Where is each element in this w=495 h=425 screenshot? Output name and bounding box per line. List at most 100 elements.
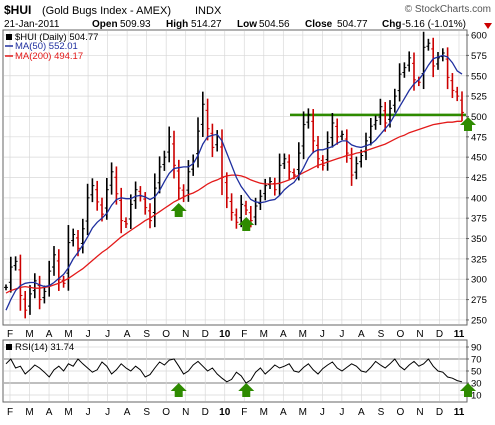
chart-title-name: (Gold Bugs Index - AMEX) bbox=[42, 5, 171, 17]
rsi-y-tick-label: 10 bbox=[471, 391, 482, 402]
green-up-arrow-icon bbox=[460, 117, 476, 131]
quote-close-value: 504.77 bbox=[337, 19, 368, 30]
price-x-tick-label: J bbox=[105, 329, 110, 340]
rsi-x-tick-label: S bbox=[378, 407, 385, 418]
quote-chg-value: -5.16 (-1.01%) bbox=[402, 19, 466, 30]
stockcharts-watermark: © StockCharts.com bbox=[405, 4, 491, 15]
ma50-line bbox=[5, 54, 463, 311]
price-y-tick-label: 325 bbox=[471, 254, 487, 265]
rsi-y-tick-label: 50 bbox=[471, 367, 482, 378]
rsi-x-tick-label: J bbox=[105, 407, 110, 418]
price-x-tick-label: M bbox=[299, 329, 307, 340]
quote-close-label: Close bbox=[305, 19, 333, 30]
price-y-tick-label: 350 bbox=[471, 234, 487, 245]
price-x-tick-label: O bbox=[162, 329, 170, 340]
legend-ma50-label: MA(50) 552.01 bbox=[15, 41, 78, 52]
price-y-tick-label: 400 bbox=[471, 193, 487, 204]
price-x-tick-label: J bbox=[86, 329, 91, 340]
chart-title-symbol: $HUI bbox=[4, 3, 31, 17]
price-y-tick-label: 500 bbox=[471, 112, 487, 123]
rsi-x-tick-label: O bbox=[397, 407, 405, 418]
rsi-x-tick-label: F bbox=[241, 407, 247, 418]
price-x-axis: F M A M J J A S O N D 10 F M A M J J A S O N D 11 bbox=[7, 329, 465, 340]
down-triangle-icon bbox=[484, 23, 492, 29]
quote-open-value: 509.93 bbox=[120, 19, 151, 30]
price-y-tick-label: 600 bbox=[471, 31, 487, 42]
rsi-x-tick-label: A bbox=[124, 407, 131, 418]
rsi-legend: RSI(14) 31.74 bbox=[15, 342, 74, 353]
legend-price-swatch bbox=[6, 34, 12, 40]
green-up-arrow-icon bbox=[170, 203, 187, 217]
ma200-line bbox=[5, 120, 462, 294]
price-x-tick-label: O bbox=[397, 329, 405, 340]
rsi-y-tick-label: 90 bbox=[471, 343, 482, 354]
rsi-x-tick-label: M bbox=[260, 407, 268, 418]
rsi-x-tick-label: J bbox=[339, 407, 344, 418]
rsi-x-tick-label: O bbox=[162, 407, 170, 418]
rsi-x-tick-label: N bbox=[416, 407, 423, 418]
green-up-arrow-icon bbox=[170, 383, 187, 397]
price-arrows bbox=[170, 117, 476, 231]
price-x-tick-label: F bbox=[7, 329, 13, 340]
quote-low-value: 504.56 bbox=[259, 19, 290, 30]
price-y-tick-label: 450 bbox=[471, 153, 487, 164]
green-up-arrow-icon bbox=[238, 217, 255, 231]
price-x-tick-label: N bbox=[416, 329, 423, 340]
rsi-x-tick-label: A bbox=[358, 407, 365, 418]
price-x-tick-label: S bbox=[143, 329, 150, 340]
price-x-tick-label: M bbox=[260, 329, 268, 340]
price-x-tick-label: A bbox=[358, 329, 365, 340]
price-x-tick-label: D bbox=[436, 329, 443, 340]
price-x-tick-label: M bbox=[64, 329, 72, 340]
rsi-x-tick-label: 10 bbox=[219, 407, 231, 418]
legend-ma200-label: MA(200) 494.17 bbox=[15, 51, 83, 62]
price-x-tick-label: J bbox=[339, 329, 344, 340]
quote-low-label: Low bbox=[237, 19, 257, 30]
price-x-tick-label: N bbox=[182, 329, 189, 340]
quote-chg-label: Chg bbox=[382, 19, 401, 30]
price-grid bbox=[4, 31, 466, 324]
rsi-y-tick-label: 70 bbox=[471, 355, 482, 366]
rsi-x-tick-label: N bbox=[182, 407, 189, 418]
rsi-x-tick-label: M bbox=[25, 407, 33, 418]
rsi-x-tick-label: F bbox=[7, 407, 13, 418]
price-y-tick-label: 275 bbox=[471, 295, 487, 306]
price-x-tick-label: A bbox=[124, 329, 131, 340]
price-x-tick-label: 11 bbox=[454, 329, 465, 340]
quote-high-label: High bbox=[166, 19, 188, 30]
price-y-tick-label: 575 bbox=[471, 51, 487, 62]
price-x-tick-label: J bbox=[320, 329, 325, 340]
rsi-x-tick-label: D bbox=[202, 407, 209, 418]
chart-title-exchange: INDX bbox=[195, 5, 222, 17]
price-y-tick-label: 475 bbox=[471, 132, 487, 143]
rsi-x-axis: F M A M J J A S O N D 10 F M A M J J A S O N D 11 bbox=[7, 407, 465, 418]
price-x-tick-label: S bbox=[378, 329, 385, 340]
price-y-tick-label: 250 bbox=[471, 315, 487, 326]
price-x-tick-label: A bbox=[46, 329, 53, 340]
price-x-tick-label: F bbox=[241, 329, 247, 340]
price-y-axis: 250 275 300 325 350 375 400 425 450 475 500 525 550 5… bbox=[466, 31, 487, 326]
quote-high-value: 514.27 bbox=[191, 19, 222, 30]
price-y-tick-label: 425 bbox=[471, 173, 487, 184]
quote-open-label: Open bbox=[92, 19, 118, 30]
price-x-tick-label: D bbox=[202, 329, 209, 340]
price-x-tick-label: M bbox=[25, 329, 33, 340]
rsi-x-tick-label: A bbox=[280, 407, 287, 418]
rsi-x-tick-label: J bbox=[320, 407, 325, 418]
rsi-x-tick-label: A bbox=[46, 407, 53, 418]
price-legend: $HUI (Daily) 504.77 MA(50) 552.01 MA(200… bbox=[5, 32, 98, 62]
quote-date: 21-Jan-2011 bbox=[4, 19, 60, 30]
rsi-arrows bbox=[170, 383, 476, 397]
rsi-x-tick-label: J bbox=[86, 407, 91, 418]
rsi-x-tick-label: M bbox=[299, 407, 307, 418]
rsi-x-tick-label: 11 bbox=[454, 407, 465, 418]
rsi-x-tick-label: D bbox=[436, 407, 443, 418]
price-x-tick-label: A bbox=[280, 329, 287, 340]
price-y-tick-label: 375 bbox=[471, 214, 487, 225]
rsi-y-tick-label: 30 bbox=[471, 379, 482, 390]
price-y-tick-label: 525 bbox=[471, 92, 487, 103]
price-y-tick-label: 550 bbox=[471, 71, 487, 82]
legend-price-label: $HUI (Daily) 504.77 bbox=[15, 32, 98, 43]
